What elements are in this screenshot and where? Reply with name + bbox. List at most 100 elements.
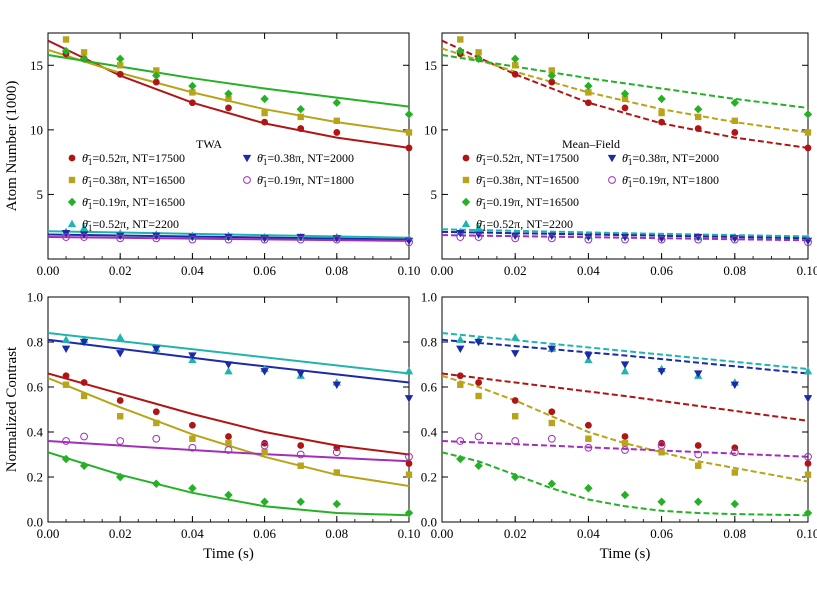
data-point-s6 (296, 235, 305, 244)
fit-line-s6 (48, 440, 409, 463)
data-point-s3 (730, 499, 739, 509)
data-point-s2 (658, 109, 665, 117)
data-point-s2 (548, 67, 555, 74)
data-point-s2 (153, 419, 160, 427)
data-point-s1 (694, 125, 702, 132)
legend-entry-text: =0.52π, NT=2200 (92, 217, 179, 231)
data-point-s6 (584, 443, 593, 452)
data-point-s5 (547, 345, 556, 353)
x-tick-label: 0.00 (431, 263, 454, 278)
data-point-s6 (621, 446, 629, 454)
fit-line-s1 (48, 372, 409, 456)
legend-marker-s5 (607, 154, 617, 163)
data-point-s6 (621, 235, 629, 244)
data-point-s3 (116, 472, 125, 482)
data-point-s3 (657, 497, 666, 506)
legend-entry-text: =0.38π, NT=16500 (486, 173, 579, 187)
fit-line-s4 (442, 332, 808, 370)
legend-marker-s1 (68, 154, 76, 162)
data-point-s5 (188, 352, 197, 360)
data-point-s6 (694, 235, 703, 244)
panel-bottom-left: 0.00 0.02 0.04 0.06 0.08 0.10 0.0 0.2 0.4 0.6 0.8 1… (4, 290, 420, 563)
legend-theta-subscript: 1 (482, 223, 487, 233)
data-point-s3 (694, 104, 703, 114)
data-point-s5 (332, 381, 341, 389)
legend-marker-s6 (608, 176, 616, 184)
x-tick-label: 0.04 (181, 526, 204, 541)
data-point-s6 (224, 446, 233, 454)
method-annotation: TWA (196, 137, 222, 151)
legend-entry-text: =0.52π, NT=2200 (486, 217, 573, 231)
x-tick-label: 0.00 (37, 263, 60, 278)
data-point-s6 (657, 235, 666, 244)
fit-line-s6 (442, 440, 808, 458)
data-point-s4 (511, 333, 520, 341)
legend-theta-subscript: 1 (482, 179, 487, 189)
fit-line-s1 (442, 372, 808, 422)
legend-theta-symbol: θ̄ (82, 195, 91, 209)
legend-theta-symbol: θ̄ (257, 151, 266, 165)
data-point-s1 (456, 372, 464, 380)
data-point-s6 (547, 434, 556, 443)
data-point-s6 (116, 437, 125, 445)
y-tick-label: 5 (431, 187, 438, 202)
data-point-s3 (584, 484, 593, 493)
legend-theta-subscript: 1 (482, 157, 487, 167)
data-point-s5 (694, 370, 703, 378)
data-point-s2 (225, 440, 232, 447)
x-tick-label: 0.04 (577, 526, 600, 541)
data-point-s2 (153, 67, 160, 74)
data-point-s3 (474, 54, 483, 64)
x-tick-label: 0.04 (181, 263, 204, 278)
data-point-s2 (189, 435, 196, 442)
y-tick-label: 5 (37, 187, 44, 202)
data-point-s2 (405, 129, 413, 136)
data-point-s3 (404, 110, 414, 119)
legend-entry-s1: θ̄1=0.52π, NT=17500 (476, 151, 579, 167)
y-tick-label: 0.4 (27, 425, 44, 440)
data-point-s5 (224, 233, 233, 242)
data-point-s2 (695, 113, 702, 121)
data-point-s2 (731, 469, 738, 476)
plot-frame (441, 296, 809, 523)
data-point-s2 (297, 462, 304, 469)
data-point-s1 (548, 78, 556, 86)
y-tick-label: 1.0 (421, 290, 437, 305)
data-point-s2 (512, 62, 519, 69)
legend-entry-text: =0.38π, NT=2000 (267, 151, 354, 165)
data-point-s6 (405, 238, 413, 247)
x-axis-label: Time (s) (203, 546, 254, 562)
data-point-s6 (405, 452, 413, 461)
fit-line-s4 (48, 332, 409, 375)
data-point-s2 (804, 129, 812, 136)
data-point-s2 (585, 435, 592, 442)
data-point-s6 (62, 233, 70, 241)
y-tick-label: 15 (30, 58, 43, 73)
data-point-s5 (116, 232, 125, 240)
data-point-s1 (731, 129, 739, 136)
legend-theta-subscript: 1 (482, 201, 487, 211)
y-tick-label: 0.8 (27, 335, 43, 350)
fit-lines (442, 332, 808, 517)
y-tick-label: 0.4 (421, 425, 438, 440)
data-point-s6 (474, 432, 483, 441)
data-point-s1 (189, 421, 196, 429)
legend-theta-subscript: 1 (628, 179, 633, 189)
x-tick-label: 0.02 (504, 526, 527, 541)
data-point-s6 (456, 233, 465, 241)
data-point-s3 (547, 479, 556, 488)
data-point-s1 (261, 439, 268, 447)
data-point-s6 (332, 448, 341, 457)
fit-lines (48, 39, 409, 242)
data-point-s2 (117, 413, 124, 420)
data-point-s5 (404, 395, 414, 403)
data-point-s3 (61, 46, 71, 56)
data-point-s1 (152, 408, 160, 416)
y-tick-label: 10 (424, 122, 437, 137)
data-point-s2 (457, 36, 464, 43)
data-point-s3 (511, 472, 520, 482)
data-point-s6 (152, 434, 161, 443)
fit-line-s3 (442, 54, 808, 109)
data-point-s3 (404, 508, 414, 518)
